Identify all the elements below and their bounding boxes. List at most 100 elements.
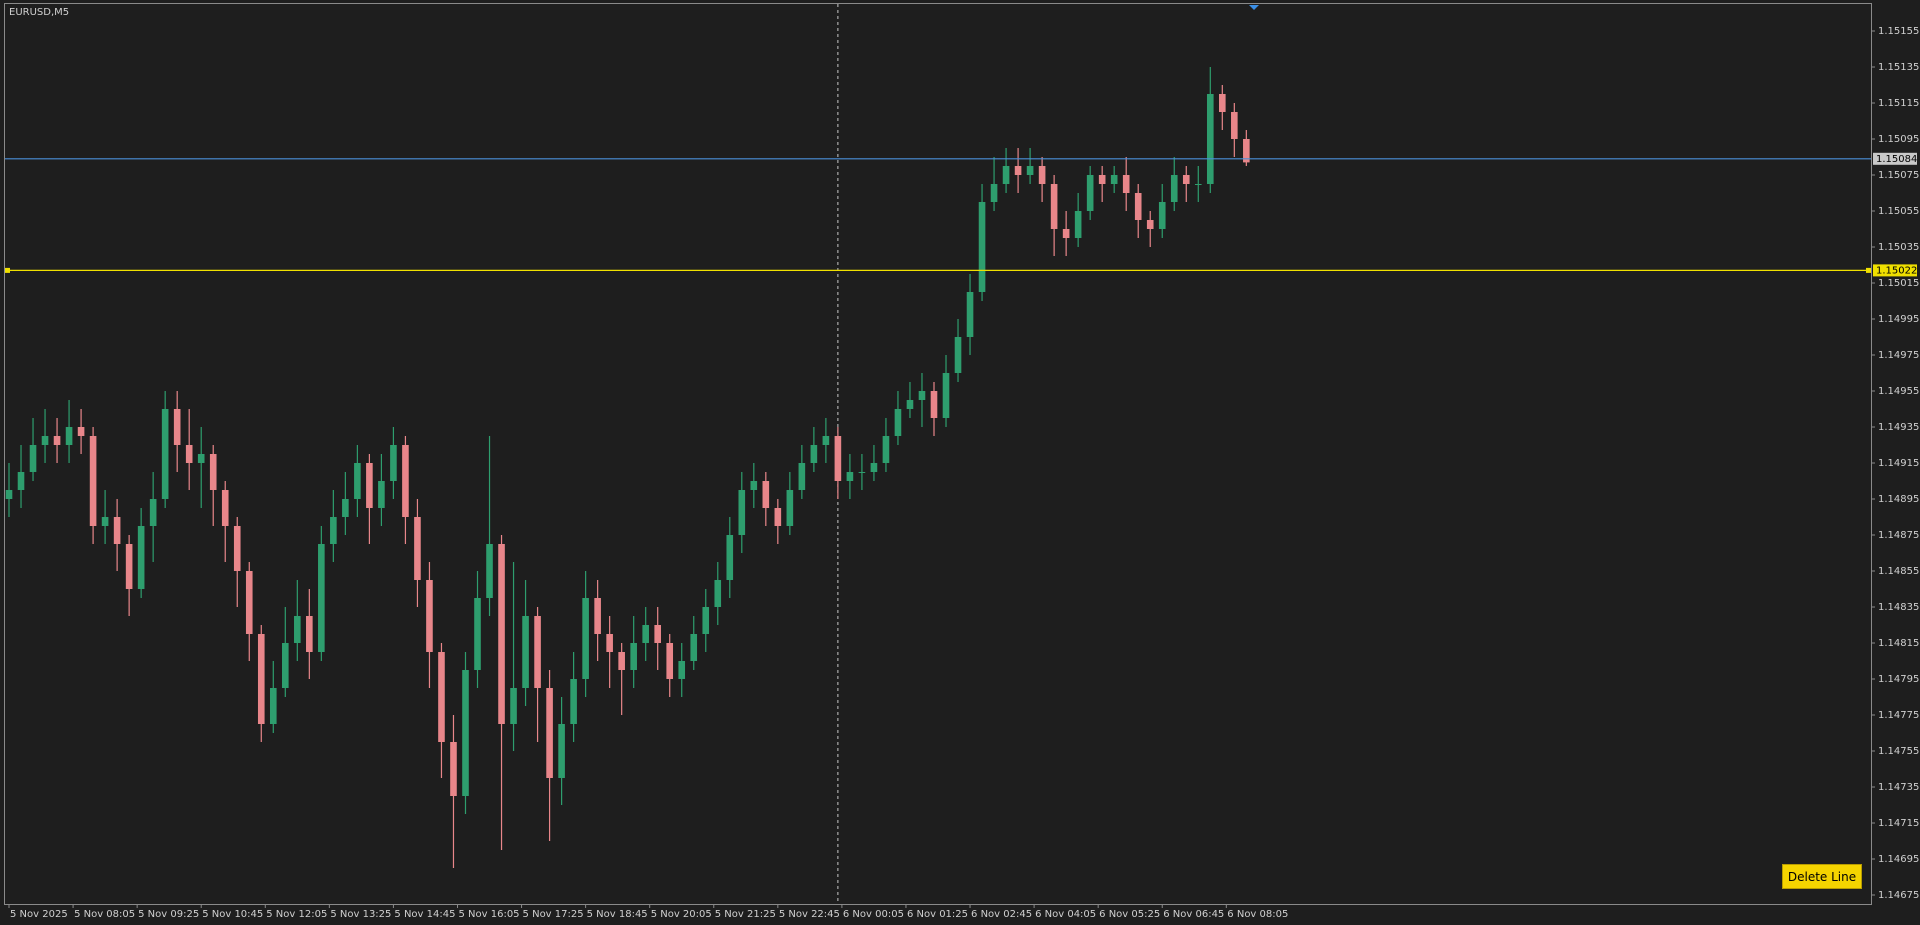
price-label-box [1873,264,1917,277]
candle-body [486,544,493,598]
candle-body [89,436,97,526]
candle-body [294,616,301,643]
candle-body [738,490,746,535]
x-tick-label: 5 Nov 18:45 [587,909,648,920]
candle-body [1206,94,1214,184]
candle-body [1170,175,1178,202]
candle-body [714,580,722,607]
candle-body [990,184,998,202]
x-tick-label: 6 Nov 01:25 [907,909,968,920]
candle-body [894,409,902,436]
candle-body [414,517,421,580]
candle-body [1074,211,1082,238]
candle-body [221,490,229,526]
x-tick-label: 5 Nov 13:25 [330,909,391,920]
chart-shift-marker [1249,5,1259,10]
candle-body [1194,184,1202,185]
candle-body [209,454,217,490]
candle-body [306,616,313,652]
candle-body [798,463,806,490]
candle-body [318,544,325,652]
x-tick-label: 6 Nov 00:05 [843,909,904,920]
y-tick-label: 1.14855 [1878,566,1919,577]
x-tick-label: 5 Nov 22:45 [779,909,840,920]
candle-body [870,463,878,472]
delete-line-button[interactable]: Delete Line [1782,864,1862,889]
candle-body [378,481,385,508]
candle-body [330,517,337,544]
x-tick-label: 5 Nov 12:05 [266,909,327,920]
x-tick-label: 5 Nov 10:45 [202,909,263,920]
candle-body [498,544,505,724]
y-tick-label: 1.15035 [1878,242,1919,253]
candle-body [702,607,710,634]
y-tick-label: 1.15075 [1878,170,1919,181]
y-tick-label: 1.14875 [1878,530,1919,541]
candle-body [810,445,818,463]
candle-body [1086,175,1094,211]
candle-body [149,499,157,526]
candle-body [606,634,613,652]
y-tick-label: 1.14975 [1878,350,1919,361]
x-tick-label: 5 Nov 14:45 [394,909,455,920]
x-tick-label: 5 Nov 2025 [10,909,68,920]
candle-body [534,616,541,688]
y-tick-label: 1.14935 [1878,422,1919,433]
candle-body [450,742,457,796]
candle-body [510,688,517,724]
candle-body [570,679,577,724]
candle-body [354,463,361,499]
candle-body [834,436,842,481]
candle-body [978,202,986,292]
candle-body [1219,94,1226,112]
candle-body [666,643,674,679]
candle-body [690,634,698,661]
candle-body [1158,202,1166,229]
x-tick-label: 5 Nov 20:05 [651,909,712,920]
candle-body [858,472,866,473]
candle-body [918,391,926,400]
candle-body [582,598,589,679]
candle-body [77,427,85,436]
candle-body [29,445,37,472]
candle-body [1122,175,1130,193]
y-tick-label: 1.14795 [1878,674,1919,685]
candle-body [726,535,734,580]
line-handle [1866,267,1871,273]
candle-body [750,481,758,490]
x-tick-label: 6 Nov 02:45 [971,909,1032,920]
candle-body [53,436,61,445]
candle-body [1231,112,1238,139]
x-tick-label: 5 Nov 16:05 [458,909,519,920]
candle-body [942,373,950,418]
candle-body [438,652,445,742]
candle-body [1014,166,1022,175]
price-label-box [1873,152,1917,165]
candle-body [1134,193,1142,220]
y-tick-label: 1.14735 [1878,782,1919,793]
candle-body [113,517,121,544]
x-tick-label: 6 Nov 04:05 [1035,909,1096,920]
candle-body [522,616,529,688]
y-tick-label: 1.15055 [1878,206,1919,217]
candle-body [173,409,181,445]
candle-body [822,436,830,445]
candle-body [41,436,49,445]
candle-body [342,499,349,517]
candle-body [906,400,914,409]
candle-body [1098,175,1106,184]
candle-body [17,472,25,490]
candle-body [654,625,662,643]
candle-body [426,580,433,652]
y-tick-label: 1.15095 [1878,134,1919,145]
candle-body [1146,220,1154,229]
candle-body [594,598,601,634]
candle-body [390,445,397,481]
y-tick-label: 1.14915 [1878,458,1919,469]
y-tick-label: 1.14775 [1878,710,1919,721]
candle-body [101,517,109,526]
candle-body [65,427,73,445]
chart-title: EURUSD,M5 [9,7,69,18]
